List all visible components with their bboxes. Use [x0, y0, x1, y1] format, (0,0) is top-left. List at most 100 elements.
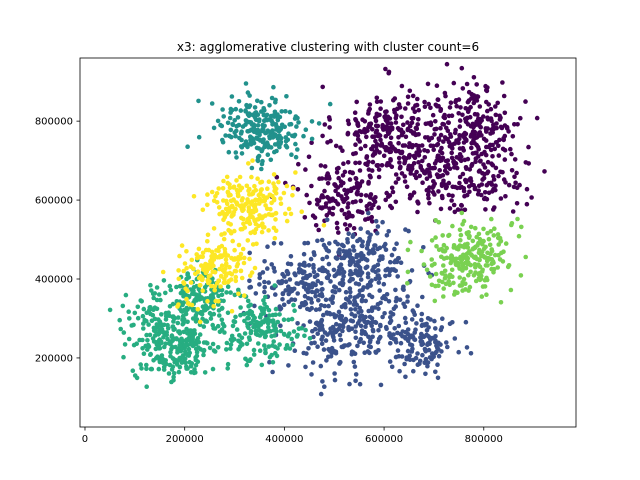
data-point [243, 118, 249, 123]
data-point [156, 366, 162, 372]
data-point [399, 150, 405, 156]
data-point [453, 99, 458, 105]
data-point [484, 182, 490, 188]
data-point [309, 140, 314, 145]
data-point [518, 273, 524, 278]
data-point [360, 210, 365, 215]
data-point [283, 211, 288, 217]
data-point [471, 75, 477, 80]
data-point [168, 350, 173, 355]
data-point [353, 372, 359, 377]
data-point [450, 142, 455, 147]
data-point [176, 315, 181, 320]
data-point [441, 242, 447, 248]
data-point [274, 148, 279, 154]
data-point [500, 169, 505, 175]
data-point [234, 155, 239, 160]
data-point [302, 215, 308, 220]
data-point [401, 122, 406, 128]
data-point [419, 248, 424, 254]
data-point [456, 263, 461, 269]
data-point [432, 161, 438, 166]
data-point [353, 324, 359, 329]
data-point [318, 303, 324, 308]
data-point [444, 125, 449, 131]
data-point [308, 296, 314, 302]
data-point [474, 122, 479, 127]
data-point [468, 134, 474, 139]
data-point [228, 198, 234, 204]
data-point [219, 327, 225, 332]
data-point [447, 105, 453, 110]
data-point [252, 114, 258, 120]
data-point [210, 341, 216, 347]
data-point [433, 326, 438, 331]
data-point [403, 106, 408, 111]
data-point [474, 112, 480, 117]
data-point [477, 104, 483, 109]
data-point [358, 226, 364, 231]
data-point [437, 168, 443, 173]
data-point [350, 318, 356, 324]
data-point [459, 210, 465, 216]
data-point [270, 212, 275, 218]
data-point [396, 323, 402, 329]
data-point [207, 262, 213, 268]
data-point [378, 382, 384, 388]
data-point [371, 197, 376, 202]
data-point [365, 216, 371, 221]
data-point [311, 269, 317, 275]
data-point [414, 126, 420, 131]
data-point [391, 145, 396, 151]
data-point [446, 279, 452, 284]
data-point [355, 122, 360, 127]
data-point [426, 196, 431, 201]
data-point [206, 247, 212, 253]
data-point [347, 300, 353, 305]
data-point [467, 114, 473, 120]
data-point [272, 114, 277, 119]
data-point [197, 332, 203, 337]
data-point [174, 284, 179, 290]
data-point [273, 100, 278, 105]
data-point [247, 278, 252, 284]
data-point [297, 262, 303, 268]
data-point [457, 133, 462, 138]
data-point [175, 358, 181, 364]
data-point [448, 100, 454, 105]
data-point [166, 310, 171, 316]
data-point [365, 230, 371, 235]
data-point [249, 309, 255, 315]
data-point [496, 143, 501, 149]
data-point [376, 328, 381, 333]
data-point [333, 349, 339, 355]
data-point [269, 262, 275, 267]
data-point [500, 146, 506, 152]
data-point [217, 211, 222, 217]
data-point [121, 330, 127, 335]
data-point [343, 304, 348, 310]
data-point [387, 268, 393, 274]
data-point [431, 147, 437, 153]
data-point [372, 134, 377, 139]
data-point [382, 311, 387, 316]
data-point [367, 102, 373, 107]
data-point [211, 257, 217, 262]
data-point [259, 166, 264, 172]
data-point [142, 317, 147, 323]
data-point [313, 326, 318, 332]
data-point [312, 215, 318, 220]
data-point [501, 177, 507, 182]
data-point [363, 314, 368, 320]
data-point [358, 323, 364, 329]
data-point [526, 144, 531, 150]
data-point [353, 329, 358, 335]
data-point [225, 180, 231, 186]
data-point [229, 308, 235, 314]
data-point [155, 354, 160, 360]
data-point [408, 168, 414, 174]
data-point [278, 241, 284, 246]
data-point [235, 193, 241, 199]
data-point [360, 293, 366, 299]
data-point [227, 192, 232, 197]
